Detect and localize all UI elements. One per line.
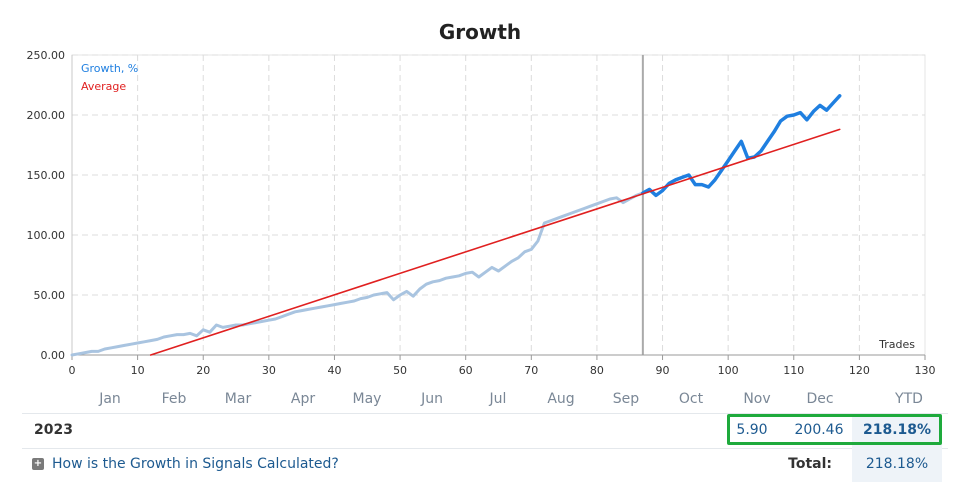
- plot-border: [71, 54, 926, 356]
- x-axis-label: Trades: [878, 338, 915, 351]
- total-cell: 218.18%: [852, 448, 942, 482]
- month-header-jul: Jul: [489, 391, 507, 407]
- x-tick-label: 70: [524, 364, 538, 377]
- dec-value: 200.46: [794, 422, 844, 438]
- x-tick-label: 110: [783, 364, 804, 377]
- x-tick-label: 0: [69, 364, 76, 377]
- x-tick-label: 130: [915, 364, 936, 377]
- month-header-feb: Feb: [161, 391, 187, 407]
- month-header-may: May: [352, 391, 382, 407]
- month-header-mar: Mar: [224, 391, 252, 407]
- x-tick-label: 10: [131, 364, 145, 377]
- month-header-apr: Apr: [290, 391, 316, 407]
- y-tick-label: 100.00: [27, 229, 66, 242]
- x-tick-label: 40: [327, 364, 341, 377]
- series-line-1: [70, 191, 645, 357]
- y-tick-label: 200.00: [27, 109, 66, 122]
- y-tick-label: 50.00: [34, 289, 66, 302]
- y-tick-label: 250.00: [27, 49, 66, 62]
- month-header-jun: Jun: [421, 391, 443, 407]
- x-tick-label: 60: [459, 364, 473, 377]
- year-label: 2023: [34, 422, 73, 438]
- month-header-nov: Nov: [743, 391, 771, 407]
- growth-calculation-help-link[interactable]: How is the Growth in Signals Calculated?: [52, 456, 339, 472]
- growth-chart: Growth 0.00 50.00 100.00 150.00 200.00 250.00…: [27, 20, 936, 377]
- series-line-2: [641, 94, 842, 198]
- x-tick-label: 80: [590, 364, 604, 377]
- footer-row: + How is the Growth in Signals Calculate…: [22, 448, 948, 482]
- month-header-aug: Aug: [547, 391, 575, 407]
- x-tick-label: 120: [849, 364, 870, 377]
- legend-entry-2: Average: [81, 80, 126, 93]
- series-layer: [70, 94, 842, 357]
- month-header-sep: Sep: [612, 391, 640, 407]
- grid-layer: [71, 54, 926, 356]
- x-tick-label: 90: [656, 364, 670, 377]
- axis-layer: 0.00 50.00 100.00 150.00 200.00 250.00 0 10 20 30…: [27, 49, 936, 377]
- x-tick-label: 20: [196, 364, 210, 377]
- total-label: Total:: [788, 456, 832, 472]
- highlight-box: [727, 414, 942, 445]
- month-header-jan: Jan: [99, 391, 121, 407]
- ytd-value: 218.18%: [862, 422, 932, 438]
- chart-title: Growth: [438, 20, 522, 44]
- x-tick-label: 50: [393, 364, 407, 377]
- legend-entry-1: Growth, %: [81, 62, 138, 75]
- month-header-oct: Oct: [678, 391, 704, 407]
- legend-layer: Growth, % Average: [81, 62, 138, 93]
- month-header-dec: Dec: [806, 391, 834, 407]
- series-line-3: [149, 128, 841, 356]
- x-tick-label: 100: [718, 364, 739, 377]
- month-header-ytd: YTD: [895, 391, 923, 407]
- months-header-row: Jan Feb Mar Apr May Jun Jul Aug Sep Oct Nov Dec YTD: [78, 389, 944, 411]
- chart-svg: 0.00 50.00 100.00 150.00 200.00 250.00 0 10 20 30…: [27, 49, 936, 377]
- x-tick-label: 30: [262, 364, 276, 377]
- expand-icon[interactable]: +: [32, 458, 44, 470]
- y-tick-label: 0.00: [41, 349, 66, 362]
- total-value: 218.18%: [865, 456, 929, 472]
- nov-value: 5.90: [736, 422, 768, 438]
- y-tick-label: 150.00: [27, 169, 66, 182]
